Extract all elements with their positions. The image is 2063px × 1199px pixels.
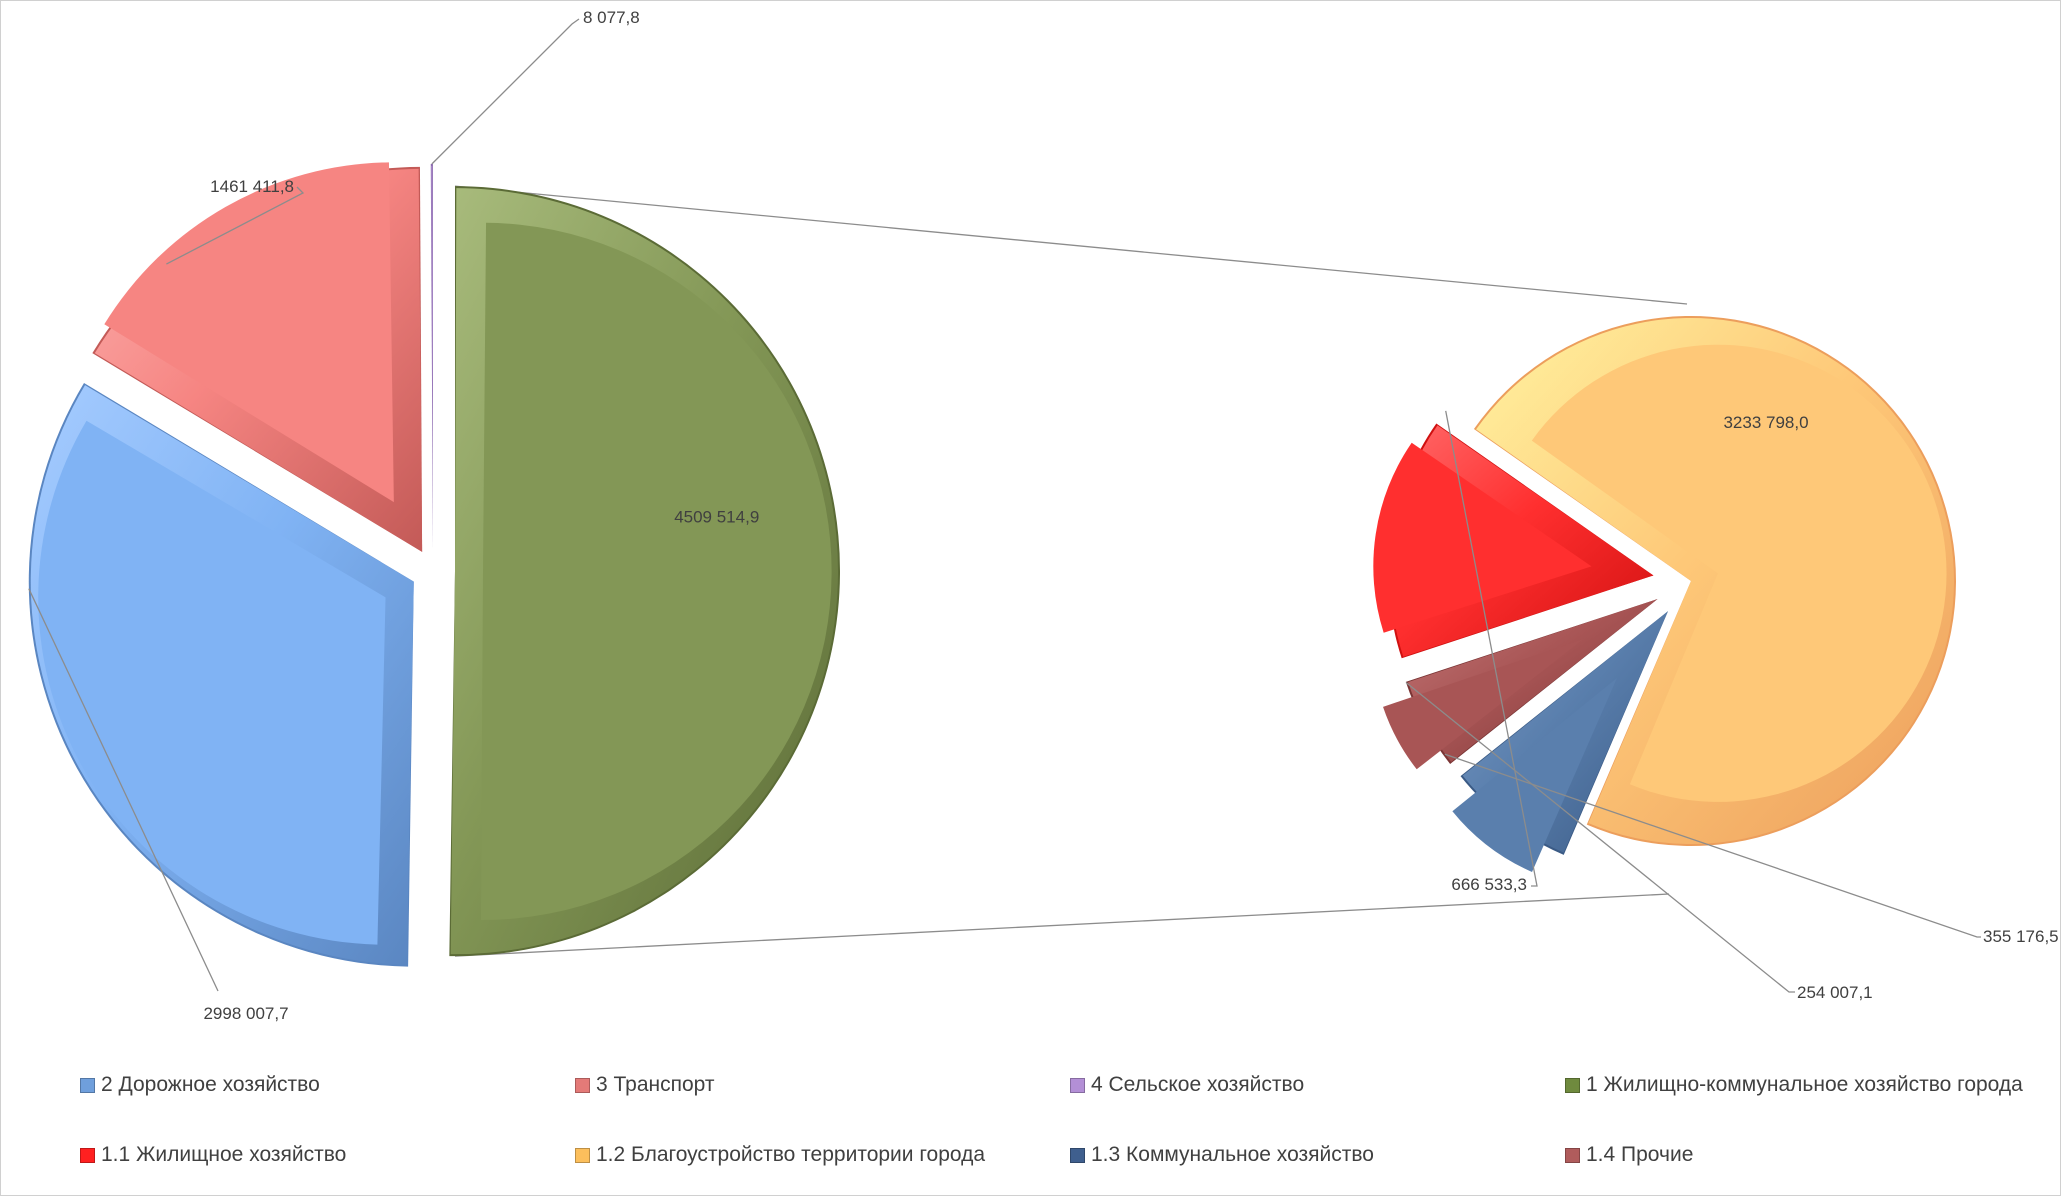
data-label-main-2: 2998 007,7 bbox=[203, 1004, 288, 1023]
main-slice-3 bbox=[104, 162, 394, 503]
legend-label: 3 Транспорт bbox=[596, 1073, 715, 1096]
legend-item-4: 1 Жилищно-коммунальное хозяйство города bbox=[1565, 1073, 2023, 1097]
legend-swatch bbox=[575, 1147, 590, 1163]
legend-label: 2 Дорожное хозяйство bbox=[101, 1073, 320, 1096]
main-pie bbox=[28, 162, 841, 967]
legend: 2 Дорожное хозяйство 3 Транспорт 4 Сельско… bbox=[0, 1055, 2063, 1185]
data-label-main-4-leader bbox=[431, 18, 580, 165]
legend-item-1: 2 Дорожное хозяйство bbox=[80, 1073, 320, 1097]
sec-slice-3 bbox=[1383, 638, 1584, 770]
data-label-main-1: 4509 514,9 bbox=[674, 508, 759, 527]
legend-label: 1.1 Жилищное хозяйство bbox=[101, 1143, 347, 1166]
main-slice-1 bbox=[480, 222, 832, 920]
secondary-pie bbox=[1373, 315, 1956, 873]
legend-label: 1 Жилищно-коммунальное хозяйство города bbox=[1586, 1073, 2023, 1096]
legend-label: 1.3 Коммунальное хозяйство bbox=[1091, 1143, 1374, 1166]
legend-label: 1.4 Прочие bbox=[1586, 1143, 1694, 1166]
data-label-main-2-leader bbox=[28, 588, 219, 992]
legend-item-7: 1.3 Коммунальное хозяйство bbox=[1070, 1143, 1374, 1167]
main-slice-4-bevel bbox=[431, 166, 433, 550]
data-label-sec-1: 3233 798,0 bbox=[1723, 413, 1808, 432]
sec-slice-1 bbox=[1531, 344, 1947, 802]
legend-item-2: 3 Транспорт bbox=[575, 1073, 715, 1097]
data-label-sec-2: 355 176,5 bbox=[1983, 927, 2059, 946]
legend-item-8: 1.4 Прочие bbox=[1565, 1143, 1693, 1167]
data-label-main-3: 1461 411,8 bbox=[210, 177, 294, 196]
sec-slice-4 bbox=[1373, 442, 1592, 633]
connector-lines bbox=[454, 185, 1688, 957]
legend-label: 4 Сельское хозяйство bbox=[1091, 1073, 1305, 1096]
legend-swatch bbox=[80, 1077, 95, 1093]
legend-swatch bbox=[1070, 1147, 1085, 1163]
data-label-main-3-leader bbox=[166, 186, 305, 265]
legend-item-3: 4 Сельское хозяйство bbox=[1070, 1073, 1304, 1097]
legend-item-5: 1.1 Жилищное хозяйство bbox=[80, 1143, 346, 1167]
legend-swatch bbox=[80, 1147, 95, 1163]
sec-slice-2 bbox=[1452, 678, 1618, 873]
data-label-sec-3: 254 007,1 bbox=[1797, 983, 1873, 1002]
data-label-sec-4-leader bbox=[1445, 410, 1538, 887]
main-slice-2 bbox=[38, 420, 386, 945]
legend-item-6: 1.2 Благоустройство территории города bbox=[575, 1143, 985, 1167]
data-label-main-4: 8 077,8 bbox=[583, 8, 640, 27]
connector-line-top bbox=[454, 185, 1688, 305]
legend-label: 1.2 Благоустройство территории города bbox=[596, 1143, 986, 1166]
legend-swatch bbox=[575, 1077, 590, 1093]
connector-line-bottom bbox=[454, 893, 1670, 957]
main-slice-4-edge bbox=[430, 164, 433, 550]
legend-swatch bbox=[1565, 1077, 1580, 1093]
data-label-sec-2-leader bbox=[1444, 753, 1981, 938]
legend-swatch bbox=[1070, 1077, 1085, 1093]
data-label-sec-3-leader bbox=[1405, 681, 1795, 993]
legend-swatch bbox=[1565, 1147, 1580, 1163]
data-label-sec-4: 666 533,3 bbox=[1451, 875, 1527, 894]
data-labels: 4509 514,9 2998 007,7 1461 411,8 8 077,8 323… bbox=[28, 8, 2059, 1023]
